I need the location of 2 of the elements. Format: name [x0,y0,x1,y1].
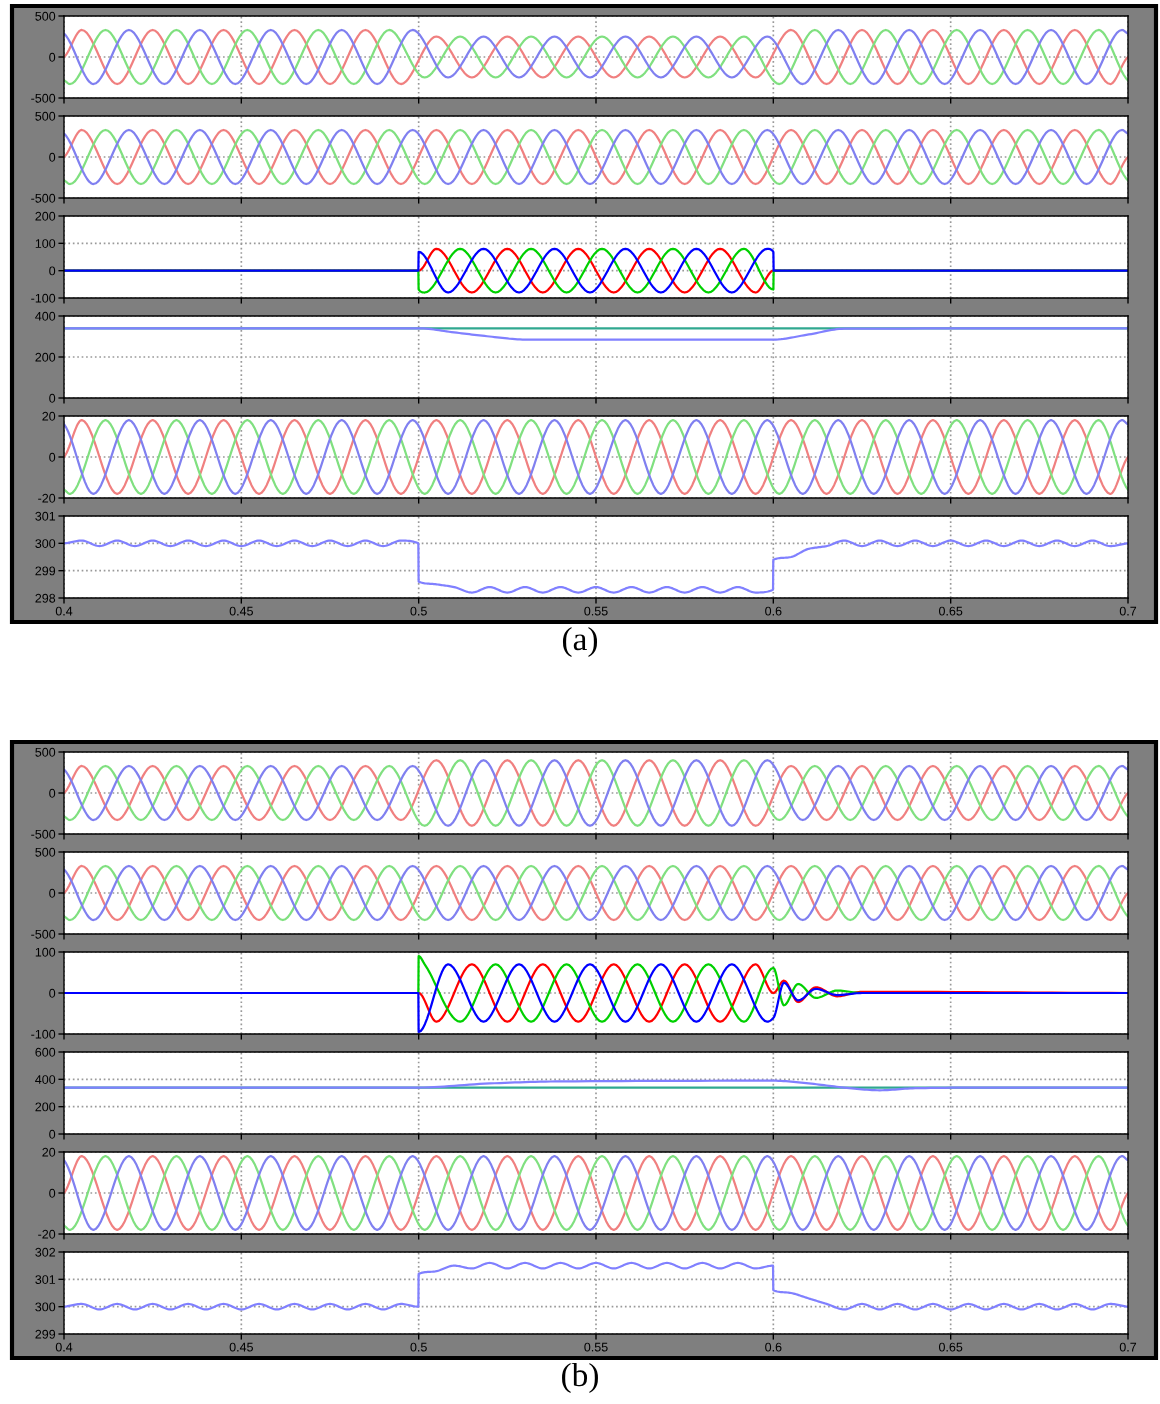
text: (b) [562,1362,598,1394]
text: (a) [562,626,598,658]
